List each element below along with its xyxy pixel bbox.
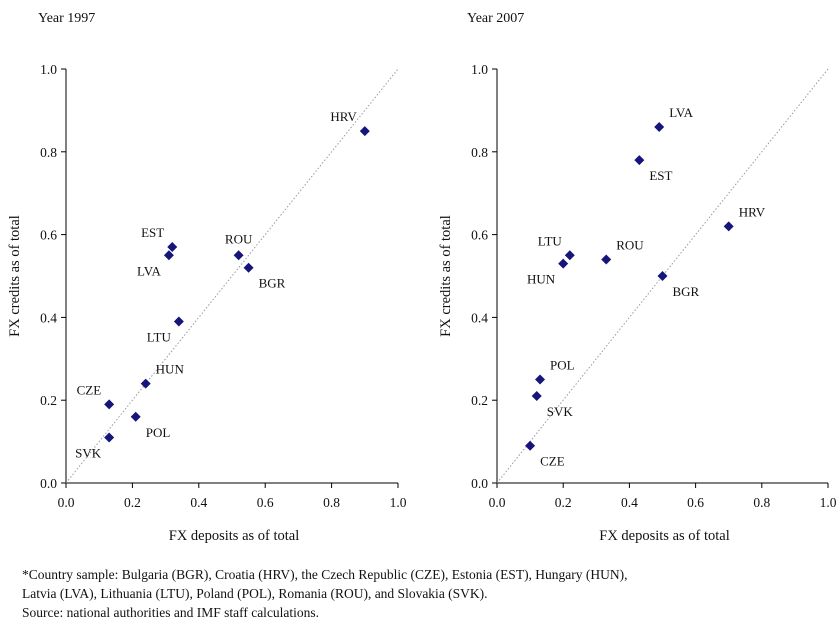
- y-tick-label: 1.0: [471, 62, 488, 77]
- chart-title: Year 1997: [38, 11, 95, 26]
- x-tick-label: 0.8: [753, 495, 770, 510]
- point-label-est: EST: [141, 225, 164, 240]
- reference-45-degree-line: [65, 68, 399, 484]
- x-tick-label: 0.8: [323, 495, 340, 510]
- point-label-lva: LVA: [669, 105, 693, 120]
- x-axis-label: FX deposits as of total: [169, 528, 300, 544]
- point-label-svk: SVK: [547, 404, 574, 419]
- data-point-est: [167, 242, 178, 253]
- point-label-hrv: HRV: [330, 109, 357, 124]
- point-label-ltu: LTU: [538, 233, 563, 248]
- point-label-bgr: BGR: [259, 276, 286, 291]
- chart-title: Year 2007: [467, 11, 524, 26]
- data-point-svk: [531, 391, 542, 402]
- data-point-bgr: [243, 262, 254, 273]
- point-label-rou: ROU: [225, 231, 253, 246]
- data-point-cze: [104, 399, 115, 410]
- x-tick-label: 0.2: [124, 495, 141, 510]
- country-sample-note-line1: *Country sample: Bulgaria (BGR), Croatia…: [22, 567, 628, 582]
- x-tick-label: 0.0: [489, 495, 506, 510]
- data-point-hun: [558, 258, 569, 269]
- country-sample-note-line2: Latvia (LVA), Lithuania (LTU), Poland (P…: [22, 586, 488, 601]
- data-point-bgr: [657, 271, 668, 281]
- y-tick-label: 0.6: [471, 228, 488, 243]
- data-point-hrv: [723, 221, 734, 232]
- point-label-hun: HUN: [527, 272, 556, 287]
- point-label-cze: CZE: [77, 382, 102, 397]
- y-tick-label: 0.8: [40, 145, 57, 160]
- x-tick-label: 0.6: [687, 495, 704, 510]
- point-label-hun: HUN: [156, 362, 185, 377]
- scatter-panel-0: Year 1997 0.0 0.2 0.4 0.6 0.8 1.0 0.0 0.2 0.4 0.6 0…: [7, 11, 407, 544]
- point-label-hrv: HRV: [739, 204, 766, 219]
- data-point-hrv: [359, 126, 370, 137]
- point-label-cze: CZE: [540, 454, 565, 469]
- y-tick-label: 0.2: [40, 393, 57, 408]
- data-point-rou: [601, 254, 612, 265]
- data-point-ltu: [564, 250, 575, 261]
- data-point-pol: [130, 411, 141, 422]
- y-tick-label: 1.0: [40, 62, 57, 77]
- x-tick-label: 0.6: [257, 495, 274, 510]
- footnotes: *Country sample: Bulgaria (BGR), Croatia…: [22, 565, 832, 622]
- data-point-ltu: [173, 316, 184, 327]
- data-point-lva: [163, 250, 174, 261]
- point-label-bgr: BGR: [673, 284, 700, 299]
- reference-45-degree-line: [496, 68, 829, 484]
- point-label-svk: SVK: [75, 445, 102, 460]
- x-tick-label: 0.4: [621, 495, 638, 510]
- point-label-est: EST: [649, 168, 672, 183]
- chart-figure: Year 1997 0.0 0.2 0.4 0.6 0.8 1.0 0.0 0.2 0.4 0.6 0…: [7, 11, 837, 544]
- y-tick-label: 0.6: [40, 228, 57, 243]
- y-tick-label: 0.4: [471, 310, 488, 325]
- point-label-ltu: LTU: [147, 330, 172, 345]
- source-note: Source: national authorities and IMF sta…: [22, 605, 320, 620]
- y-axis-label: FX credits as of total: [7, 215, 23, 337]
- y-tick-label: 0.8: [471, 145, 488, 160]
- x-tick-label: 0.0: [58, 495, 75, 510]
- data-point-rou: [233, 250, 244, 261]
- data-point-lva: [654, 121, 665, 132]
- point-label-pol: POL: [146, 425, 171, 440]
- point-label-lva: LVA: [137, 263, 161, 278]
- y-tick-label: 0.0: [40, 476, 57, 491]
- x-tick-label: 0.4: [190, 495, 207, 510]
- y-axis-label: FX credits as of total: [438, 215, 454, 337]
- data-point-est: [634, 155, 645, 166]
- x-tick-label: 0.2: [555, 495, 572, 510]
- data-point-svk: [104, 432, 115, 443]
- point-label-pol: POL: [550, 358, 575, 373]
- y-tick-label: 0.4: [40, 310, 57, 325]
- x-tick-label: 1.0: [820, 495, 837, 510]
- x-axis-label: FX deposits as of total: [599, 528, 730, 544]
- y-tick-label: 0.2: [471, 393, 488, 408]
- data-point-pol: [535, 374, 546, 385]
- data-point-cze: [525, 440, 536, 451]
- x-tick-label: 1.0: [390, 495, 407, 510]
- y-tick-label: 0.0: [471, 476, 488, 491]
- data-point-hun: [140, 378, 151, 389]
- point-label-rou: ROU: [616, 237, 644, 252]
- scatter-panel-1: Year 2007 0.0 0.2 0.4 0.6 0.8 1.0 0.0 0.2 0.4 0.6 0…: [438, 11, 837, 544]
